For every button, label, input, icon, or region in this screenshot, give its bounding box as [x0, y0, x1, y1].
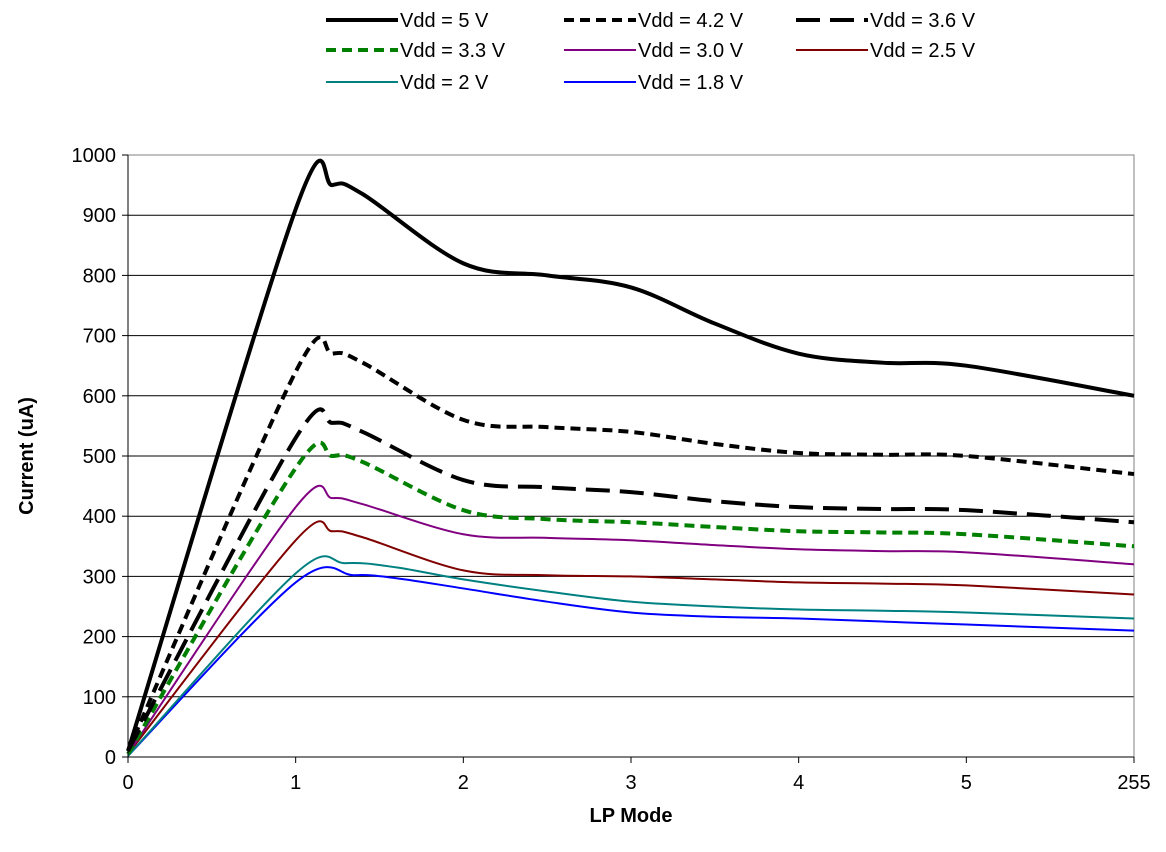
- y-tick-label: 0: [105, 747, 116, 769]
- x-tick-label: 2: [458, 772, 469, 794]
- x-axis-ticks: 0 1 2 3 4 5 255: [122, 757, 1151, 794]
- y-axis-ticks: 0 100 200 300 400 500 600 700 800 900 1000: [72, 145, 128, 769]
- legend-label-7: Vdd = 2 V: [400, 72, 489, 94]
- series-line-7: [127, 555, 1135, 757]
- legend-label-1: Vdd = 5 V: [400, 10, 489, 32]
- legend-label-2: Vdd = 4.2 V: [638, 10, 744, 32]
- legend-label-3: Vdd = 3.6 V: [870, 10, 976, 32]
- y-tick-label: 500: [83, 446, 116, 468]
- x-tick-label: 3: [625, 772, 636, 794]
- y-tick-label: 400: [83, 506, 116, 528]
- y-tick-label: 200: [83, 627, 116, 649]
- x-tick-label: 5: [961, 772, 972, 794]
- series-line-3: [126, 407, 1135, 752]
- x-axis-label: LP Mode: [590, 805, 673, 827]
- legend-label-6: Vdd = 2.5 V: [870, 40, 976, 62]
- gridlines: [128, 154, 1134, 698]
- x-tick-label: 255: [1117, 772, 1150, 794]
- series-line-1: [126, 158, 1135, 752]
- legend-label-4: Vdd = 3.3 V: [400, 40, 506, 62]
- y-tick-label: 700: [83, 326, 116, 348]
- y-axis-label: Current (uA): [16, 397, 38, 515]
- legend: Vdd = 5 V Vdd = 4.2 V Vdd = 3.6 V Vdd = 3.3…: [326, 10, 976, 94]
- series-line-6: [127, 520, 1135, 755]
- series-line-5: [127, 484, 1135, 755]
- series-line-2: [126, 335, 1135, 752]
- y-tick-label: 100: [83, 687, 116, 709]
- series-line-4: [126, 440, 1135, 756]
- series-group: [126, 158, 1135, 757]
- y-tick-label: 1000: [72, 145, 117, 167]
- x-tick-label: 4: [793, 772, 804, 794]
- y-tick-label: 800: [83, 265, 116, 287]
- y-tick-label: 600: [83, 386, 116, 408]
- x-tick-label: 1: [290, 772, 301, 794]
- x-tick-label: 0: [122, 772, 133, 794]
- series-line-8: [127, 566, 1135, 757]
- y-tick-label: 900: [83, 205, 116, 227]
- y-tick-label: 300: [83, 566, 116, 588]
- legend-label-5: Vdd = 3.0 V: [638, 40, 744, 62]
- legend-label-8: Vdd = 1.8 V: [638, 72, 744, 94]
